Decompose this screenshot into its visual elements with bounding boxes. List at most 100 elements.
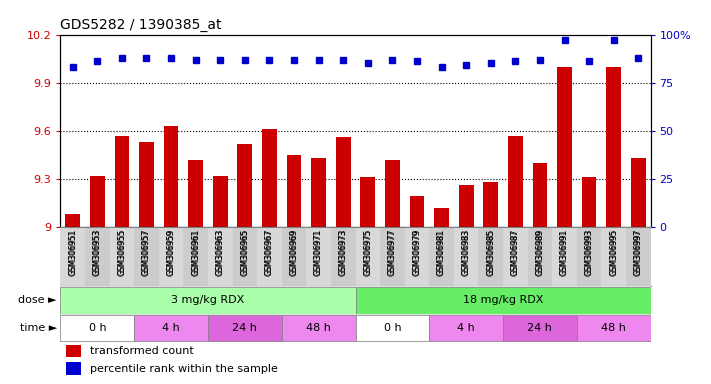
Text: GSM306991: GSM306991 <box>560 229 569 275</box>
Text: time ►: time ► <box>20 323 57 333</box>
Bar <box>311 158 326 227</box>
Text: GSM306975: GSM306975 <box>363 229 373 275</box>
Text: GSM306995: GSM306995 <box>609 229 618 275</box>
Text: GSM306965: GSM306965 <box>240 230 250 276</box>
Bar <box>356 227 380 286</box>
Bar <box>626 227 651 286</box>
Bar <box>606 67 621 227</box>
Text: GSM306955: GSM306955 <box>117 229 127 275</box>
Text: GSM306953: GSM306953 <box>93 230 102 276</box>
Bar <box>410 197 424 227</box>
Text: 0 h: 0 h <box>383 323 401 333</box>
Text: GSM306965: GSM306965 <box>240 229 250 275</box>
Bar <box>183 227 208 286</box>
Text: 4 h: 4 h <box>457 323 475 333</box>
Bar <box>232 227 257 286</box>
Bar <box>139 142 154 227</box>
Bar <box>631 158 646 227</box>
Text: 48 h: 48 h <box>602 323 626 333</box>
Text: 24 h: 24 h <box>232 323 257 333</box>
Text: percentile rank within the sample: percentile rank within the sample <box>90 364 278 374</box>
Text: GSM306973: GSM306973 <box>338 229 348 275</box>
Text: GSM306979: GSM306979 <box>412 229 422 275</box>
Text: GSM306973: GSM306973 <box>338 230 348 276</box>
Bar <box>282 314 356 341</box>
Text: GSM306959: GSM306959 <box>166 230 176 276</box>
Bar <box>459 185 474 227</box>
Text: GSM306953: GSM306953 <box>93 229 102 275</box>
Bar <box>66 362 81 375</box>
Bar <box>60 227 85 286</box>
Bar <box>134 314 208 341</box>
Text: 3 mg/kg RDX: 3 mg/kg RDX <box>171 295 245 305</box>
Text: GSM306993: GSM306993 <box>584 230 594 276</box>
Text: GSM306987: GSM306987 <box>510 230 520 276</box>
Bar <box>434 208 449 227</box>
Bar <box>577 314 651 341</box>
Text: GSM306989: GSM306989 <box>535 229 545 275</box>
Bar <box>213 175 228 227</box>
Bar <box>134 227 159 286</box>
Text: GSM306961: GSM306961 <box>191 230 201 276</box>
Bar <box>60 287 356 314</box>
Text: GSM306971: GSM306971 <box>314 230 323 276</box>
Bar <box>287 155 301 227</box>
Text: GSM306987: GSM306987 <box>510 229 520 275</box>
Text: GSM306967: GSM306967 <box>265 229 274 275</box>
Text: transformed count: transformed count <box>90 346 193 356</box>
Text: GSM306967: GSM306967 <box>265 230 274 276</box>
Text: GSM306985: GSM306985 <box>486 229 496 275</box>
Text: GSM306961: GSM306961 <box>191 229 201 275</box>
Bar <box>380 227 405 286</box>
Bar <box>429 227 454 286</box>
Bar <box>552 227 577 286</box>
Bar <box>208 314 282 341</box>
Bar <box>257 227 282 286</box>
Text: GSM306983: GSM306983 <box>461 229 471 275</box>
Text: GSM306991: GSM306991 <box>560 230 569 276</box>
Text: GSM306997: GSM306997 <box>634 230 643 276</box>
Text: GSM306955: GSM306955 <box>117 230 127 276</box>
Bar <box>237 144 252 227</box>
Bar <box>60 314 134 341</box>
Bar <box>503 227 528 286</box>
Text: GSM306979: GSM306979 <box>412 230 422 276</box>
Text: GSM306951: GSM306951 <box>68 230 77 276</box>
Text: GSM306977: GSM306977 <box>388 230 397 276</box>
Bar <box>208 227 232 286</box>
Bar <box>282 227 306 286</box>
Bar <box>528 227 552 286</box>
Text: GSM306959: GSM306959 <box>166 229 176 275</box>
Bar <box>577 227 602 286</box>
Text: GSM306983: GSM306983 <box>461 230 471 276</box>
Bar <box>582 177 597 227</box>
Bar <box>454 227 479 286</box>
Text: GSM306957: GSM306957 <box>142 230 151 276</box>
Text: 48 h: 48 h <box>306 323 331 333</box>
Text: GSM306977: GSM306977 <box>388 229 397 275</box>
Text: GSM306997: GSM306997 <box>634 229 643 275</box>
Bar <box>114 136 129 227</box>
Bar <box>405 227 429 286</box>
Text: GSM306957: GSM306957 <box>142 229 151 275</box>
Text: 18 mg/kg RDX: 18 mg/kg RDX <box>463 295 543 305</box>
Bar <box>159 227 183 286</box>
Bar <box>85 227 109 286</box>
Bar <box>508 136 523 227</box>
Text: 0 h: 0 h <box>88 323 106 333</box>
Bar <box>164 126 178 227</box>
Text: 24 h: 24 h <box>528 323 552 333</box>
Bar <box>262 129 277 227</box>
Text: GDS5282 / 1390385_at: GDS5282 / 1390385_at <box>60 18 222 32</box>
Bar <box>533 163 547 227</box>
Bar <box>602 227 626 286</box>
Text: GSM306975: GSM306975 <box>363 230 373 276</box>
Text: dose ►: dose ► <box>18 295 57 305</box>
Text: GSM306951: GSM306951 <box>68 229 77 275</box>
Text: 4 h: 4 h <box>162 323 180 333</box>
Bar <box>483 182 498 227</box>
Bar <box>188 160 203 227</box>
Bar <box>66 345 81 357</box>
Bar <box>331 227 356 286</box>
Text: GSM306969: GSM306969 <box>289 230 299 276</box>
